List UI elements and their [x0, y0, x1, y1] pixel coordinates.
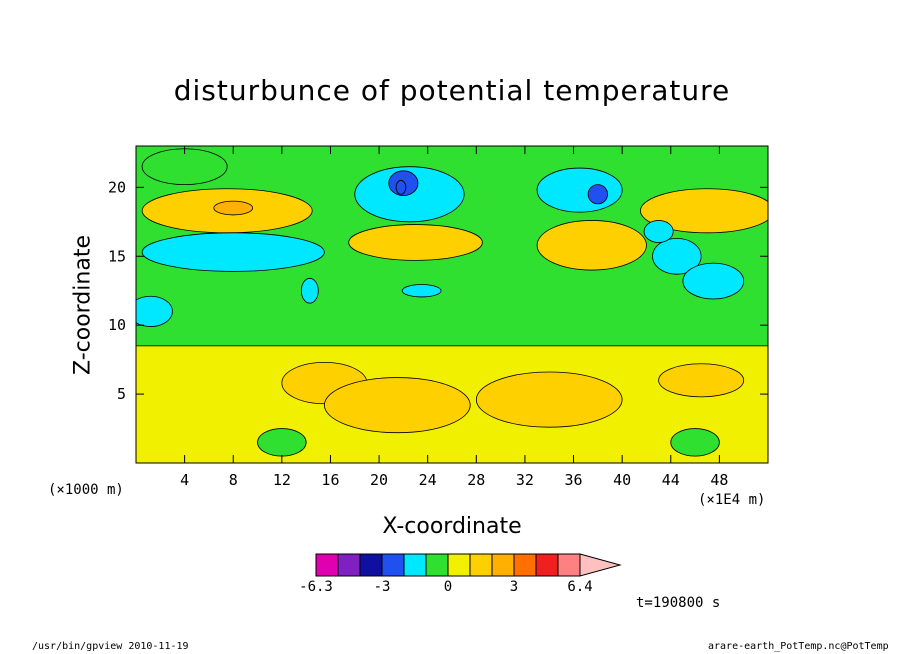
contour-region	[141, 232, 325, 272]
colorbar-swatch	[381, 553, 405, 577]
y-axis-label: Z-coordinate	[70, 235, 96, 375]
x-unit-label: (×1E4 m)	[698, 492, 766, 508]
x-axis: 4 8 12 16 20 24 28 32 36 40 44 48	[180, 146, 728, 489]
contour-region	[348, 224, 483, 261]
x-tick-label: 16	[321, 471, 339, 489]
colorbar-swatch	[315, 553, 339, 577]
colorbar-swatch	[579, 553, 622, 577]
contour-region	[536, 220, 647, 271]
contour-region	[401, 284, 442, 298]
contour-region	[587, 184, 608, 205]
contour-region	[658, 363, 745, 398]
colorbar-swatch	[535, 553, 559, 577]
x-axis-label: X-coordinate	[382, 514, 522, 539]
y-tick-label: 20	[108, 178, 126, 196]
y-tick-label: 10	[108, 316, 126, 334]
colorbar-swatch	[469, 553, 493, 577]
colorbar: -6.3 -3 0 3 6.4	[299, 553, 622, 595]
y-tick-label: 15	[108, 247, 126, 265]
contour-region	[643, 220, 674, 243]
colorbar-swatch	[403, 553, 427, 577]
colorbar-swatch	[337, 553, 361, 577]
colorbar-swatch	[491, 553, 515, 577]
contour-region	[652, 237, 702, 275]
x-tick-label: 12	[273, 471, 291, 489]
x-tick-label: 48	[710, 471, 728, 489]
plot-area	[136, 146, 768, 463]
chart-title: disturbunce of potential temperature	[173, 74, 731, 107]
contour-region	[395, 180, 407, 195]
colorbar-tick-label: 0	[444, 579, 452, 595]
contour-region	[213, 200, 254, 216]
contour-region	[475, 371, 623, 428]
x-tick-label: 40	[613, 471, 631, 489]
colorbar-swatch	[359, 553, 383, 577]
contour-region	[300, 277, 319, 304]
contour-region	[136, 295, 173, 327]
y-axis: 5 10 15 20	[108, 178, 768, 403]
contour-region	[670, 428, 720, 457]
colorbar-tick-label: -6.3	[299, 579, 333, 595]
contour-region	[141, 148, 228, 185]
time-annotation: t=190800 s	[636, 595, 721, 611]
x-tick-label: 4	[180, 471, 189, 489]
contour-region	[536, 167, 623, 213]
colorbar-swatch	[447, 553, 471, 577]
x-tick-label: 36	[565, 471, 583, 489]
colorbar-tick-label: 3	[510, 579, 518, 595]
x-tick-label: 24	[419, 471, 437, 489]
y-tick-label: 5	[117, 385, 126, 403]
contour-region	[682, 262, 745, 300]
colorbar-swatch	[513, 553, 537, 577]
plot-frame	[135, 145, 769, 464]
colorbar-swatch	[557, 553, 581, 577]
contour-region	[323, 377, 471, 434]
contour-region	[640, 188, 768, 234]
x-tick-label: 44	[662, 471, 680, 489]
footer-left: /usr/bin/gpview 2010-11-19	[32, 641, 189, 652]
x-tick-label: 32	[516, 471, 534, 489]
x-tick-label: 8	[229, 471, 238, 489]
x-tick-label: 28	[467, 471, 485, 489]
colorbar-swatch	[425, 553, 449, 577]
x-tick-label: 20	[370, 471, 388, 489]
contour-region	[257, 428, 307, 457]
footer-right: arare-earth_PotTemp.nc@PotTemp	[708, 641, 889, 652]
y-unit-label: (×1000 m)	[48, 482, 124, 498]
colorbar-tick-label: 6.4	[567, 579, 592, 595]
colorbar-tick-label: -3	[374, 579, 391, 595]
